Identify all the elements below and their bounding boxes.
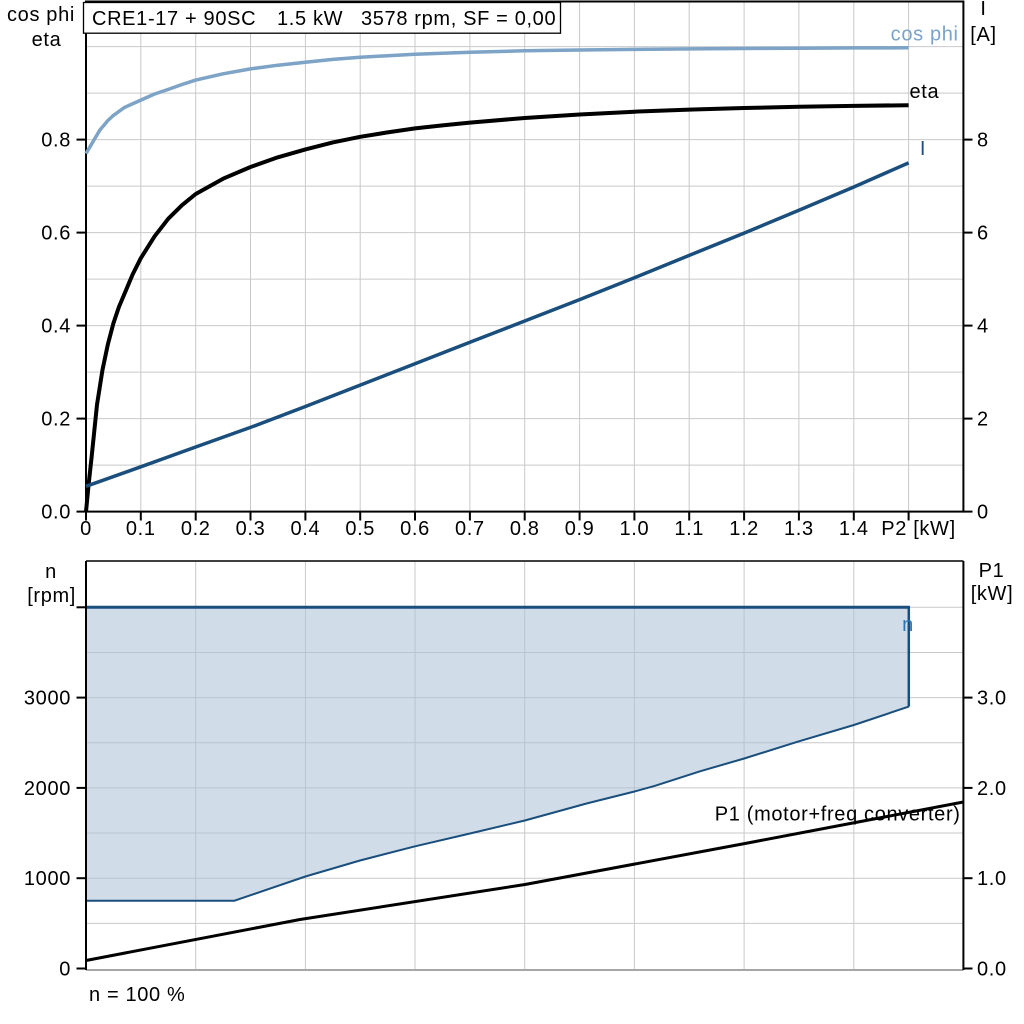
svg-text:0.7: 0.7 <box>455 518 485 540</box>
svg-text:n: n <box>902 614 914 636</box>
svg-text:6: 6 <box>977 223 989 245</box>
svg-text:1.3: 1.3 <box>784 518 814 540</box>
svg-text:eta: eta <box>910 81 940 103</box>
svg-text:1000: 1000 <box>24 868 71 890</box>
svg-text:1.0: 1.0 <box>977 868 1007 890</box>
svg-text:0.8: 0.8 <box>510 518 540 540</box>
svg-text:0: 0 <box>977 502 989 524</box>
svg-text:0.3: 0.3 <box>236 518 266 540</box>
svg-text:0.0: 0.0 <box>41 502 71 524</box>
svg-text:P1 (motor+freq converter): P1 (motor+freq converter) <box>715 804 961 826</box>
svg-text:0.6: 0.6 <box>400 518 430 540</box>
svg-text:0.6: 0.6 <box>41 223 71 245</box>
svg-text:cos phi: cos phi <box>891 24 959 46</box>
svg-text:[rpm]: [rpm] <box>27 585 76 607</box>
svg-text:n: n <box>45 561 57 583</box>
svg-text:1.0: 1.0 <box>620 518 650 540</box>
svg-text:8: 8 <box>977 130 989 152</box>
svg-text:2.0: 2.0 <box>977 778 1007 800</box>
svg-text:0.1: 0.1 <box>126 518 156 540</box>
svg-text:CRE1-17 + 90SC: CRE1-17 + 90SC <box>92 8 256 30</box>
svg-text:1.5 kW: 1.5 kW <box>277 8 343 30</box>
svg-text:P2 [kW]: P2 [kW] <box>881 518 956 540</box>
svg-text:3000: 3000 <box>24 688 71 710</box>
svg-text:0.5: 0.5 <box>345 518 375 540</box>
svg-text:0.9: 0.9 <box>565 518 595 540</box>
svg-text:2: 2 <box>977 409 989 431</box>
svg-text:0: 0 <box>59 959 71 981</box>
svg-text:n = 100 %: n = 100 % <box>89 984 185 1006</box>
svg-text:0.0: 0.0 <box>977 959 1007 981</box>
svg-text:0.4: 0.4 <box>291 518 321 540</box>
svg-text:1.2: 1.2 <box>729 518 759 540</box>
svg-text:cos phi: cos phi <box>7 4 75 26</box>
svg-text:0.2: 0.2 <box>41 409 71 431</box>
svg-text:I: I <box>920 138 926 160</box>
svg-text:[A]: [A] <box>970 24 996 46</box>
svg-text:P1: P1 <box>979 560 1005 582</box>
svg-text:0.8: 0.8 <box>41 130 71 152</box>
svg-text:1.1: 1.1 <box>674 518 704 540</box>
svg-text:0: 0 <box>80 518 92 540</box>
svg-text:I: I <box>980 0 986 20</box>
svg-text:2000: 2000 <box>24 778 71 800</box>
svg-text:3.0: 3.0 <box>977 688 1007 710</box>
svg-text:4: 4 <box>977 316 989 338</box>
svg-text:0.4: 0.4 <box>41 316 71 338</box>
svg-text:0.2: 0.2 <box>181 518 211 540</box>
svg-text:3578 rpm, SF = 0,00: 3578 rpm, SF = 0,00 <box>361 8 556 30</box>
svg-text:eta: eta <box>32 29 62 51</box>
svg-text:[kW]: [kW] <box>971 583 1014 605</box>
svg-text:1.4: 1.4 <box>839 518 869 540</box>
